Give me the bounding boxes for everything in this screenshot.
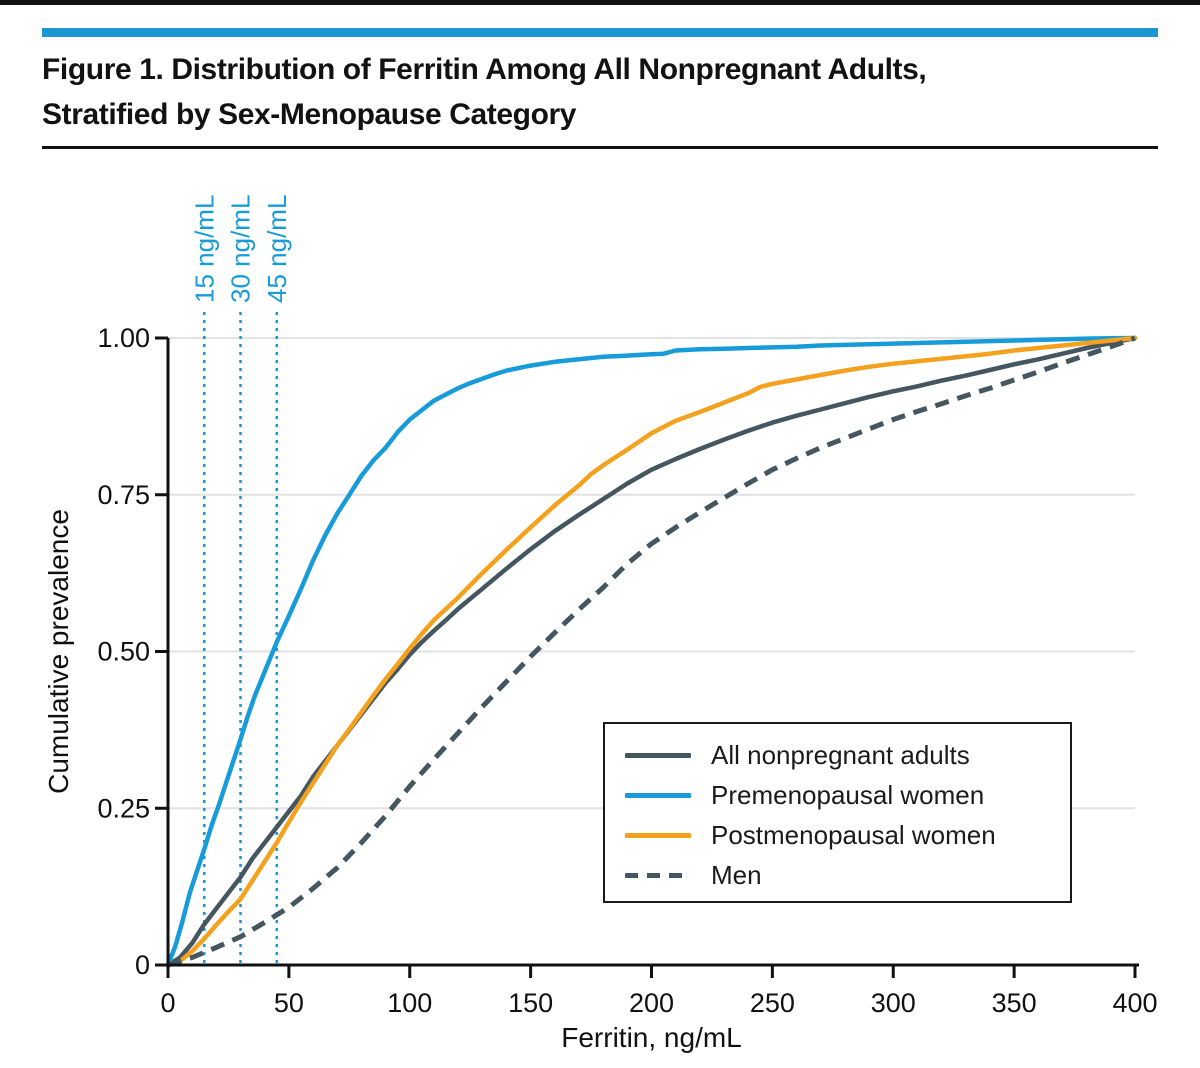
x-tick-label: 150 bbox=[508, 988, 553, 1018]
x-tick-label: 350 bbox=[992, 988, 1037, 1018]
reference-line-label: 45 ng/mL bbox=[262, 195, 292, 303]
legend-label: Premenopausal women bbox=[711, 779, 985, 810]
legend-line-sample bbox=[625, 752, 691, 758]
legend-label: Men bbox=[711, 859, 762, 890]
legend-label: Postmenopausal women bbox=[711, 819, 996, 850]
legend-line-sample bbox=[625, 832, 691, 838]
legend-line-sample bbox=[625, 792, 691, 798]
y-tick-label: 0 bbox=[135, 950, 150, 980]
x-tick-label: 250 bbox=[750, 988, 795, 1018]
series-line-men bbox=[167, 335, 1136, 968]
x-axis-title: Ferritin, ng/mL bbox=[561, 1022, 742, 1053]
x-tick-label: 300 bbox=[871, 988, 916, 1018]
x-tick-label: 0 bbox=[160, 988, 175, 1018]
series-line-postmenopausal-women bbox=[165, 335, 1138, 968]
legend-item-premenopausal-women: Premenopausal women bbox=[625, 775, 1070, 815]
legend-line-sample bbox=[625, 872, 691, 878]
x-tick-label: 50 bbox=[274, 988, 304, 1018]
figure-title-line2: Stratified by Sex-Menopause Category bbox=[42, 98, 577, 131]
figure-title-line1: Figure 1. Distribution of Ferritin Among… bbox=[42, 53, 927, 86]
y-tick-label: 0.25 bbox=[97, 793, 150, 823]
legend-label: All nonpregnant adults bbox=[711, 739, 970, 770]
title-divider-rule bbox=[42, 146, 1158, 149]
series-line-all-nonpregnant-adults bbox=[165, 335, 1138, 968]
legend-item-men: Men bbox=[625, 855, 1070, 895]
y-tick-label: 0.50 bbox=[97, 637, 150, 667]
ferritin-cdf-chart: 15 ng/mL 30 ng/mL 45 ng/mL 0 50 100 150 200 250 3… bbox=[43, 195, 1158, 1053]
figure-accent-bar bbox=[42, 28, 1158, 37]
top-border-rule bbox=[0, 0, 1200, 5]
y-tick-label: 0.75 bbox=[97, 480, 150, 510]
chart-legend: All nonpregnant adults Premenopausal wom… bbox=[603, 722, 1072, 903]
series-line-premenopausal-women bbox=[165, 335, 1138, 968]
figure-title: Figure 1. Distribution of Ferritin Among… bbox=[42, 47, 927, 137]
y-axis-title: Cumulative prevalence bbox=[43, 509, 74, 794]
legend-item-postmenopausal-women: Postmenopausal women bbox=[625, 815, 1070, 855]
reference-line-label: 30 ng/mL bbox=[226, 195, 256, 303]
y-tick-label: 1.00 bbox=[97, 323, 150, 353]
x-tick-label: 200 bbox=[629, 988, 674, 1018]
x-tick-label: 400 bbox=[1112, 988, 1157, 1018]
legend-item-all-nonpregnant-adults: All nonpregnant adults bbox=[625, 735, 1070, 775]
reference-line-label: 15 ng/mL bbox=[189, 195, 219, 303]
x-tick-label: 100 bbox=[387, 988, 432, 1018]
